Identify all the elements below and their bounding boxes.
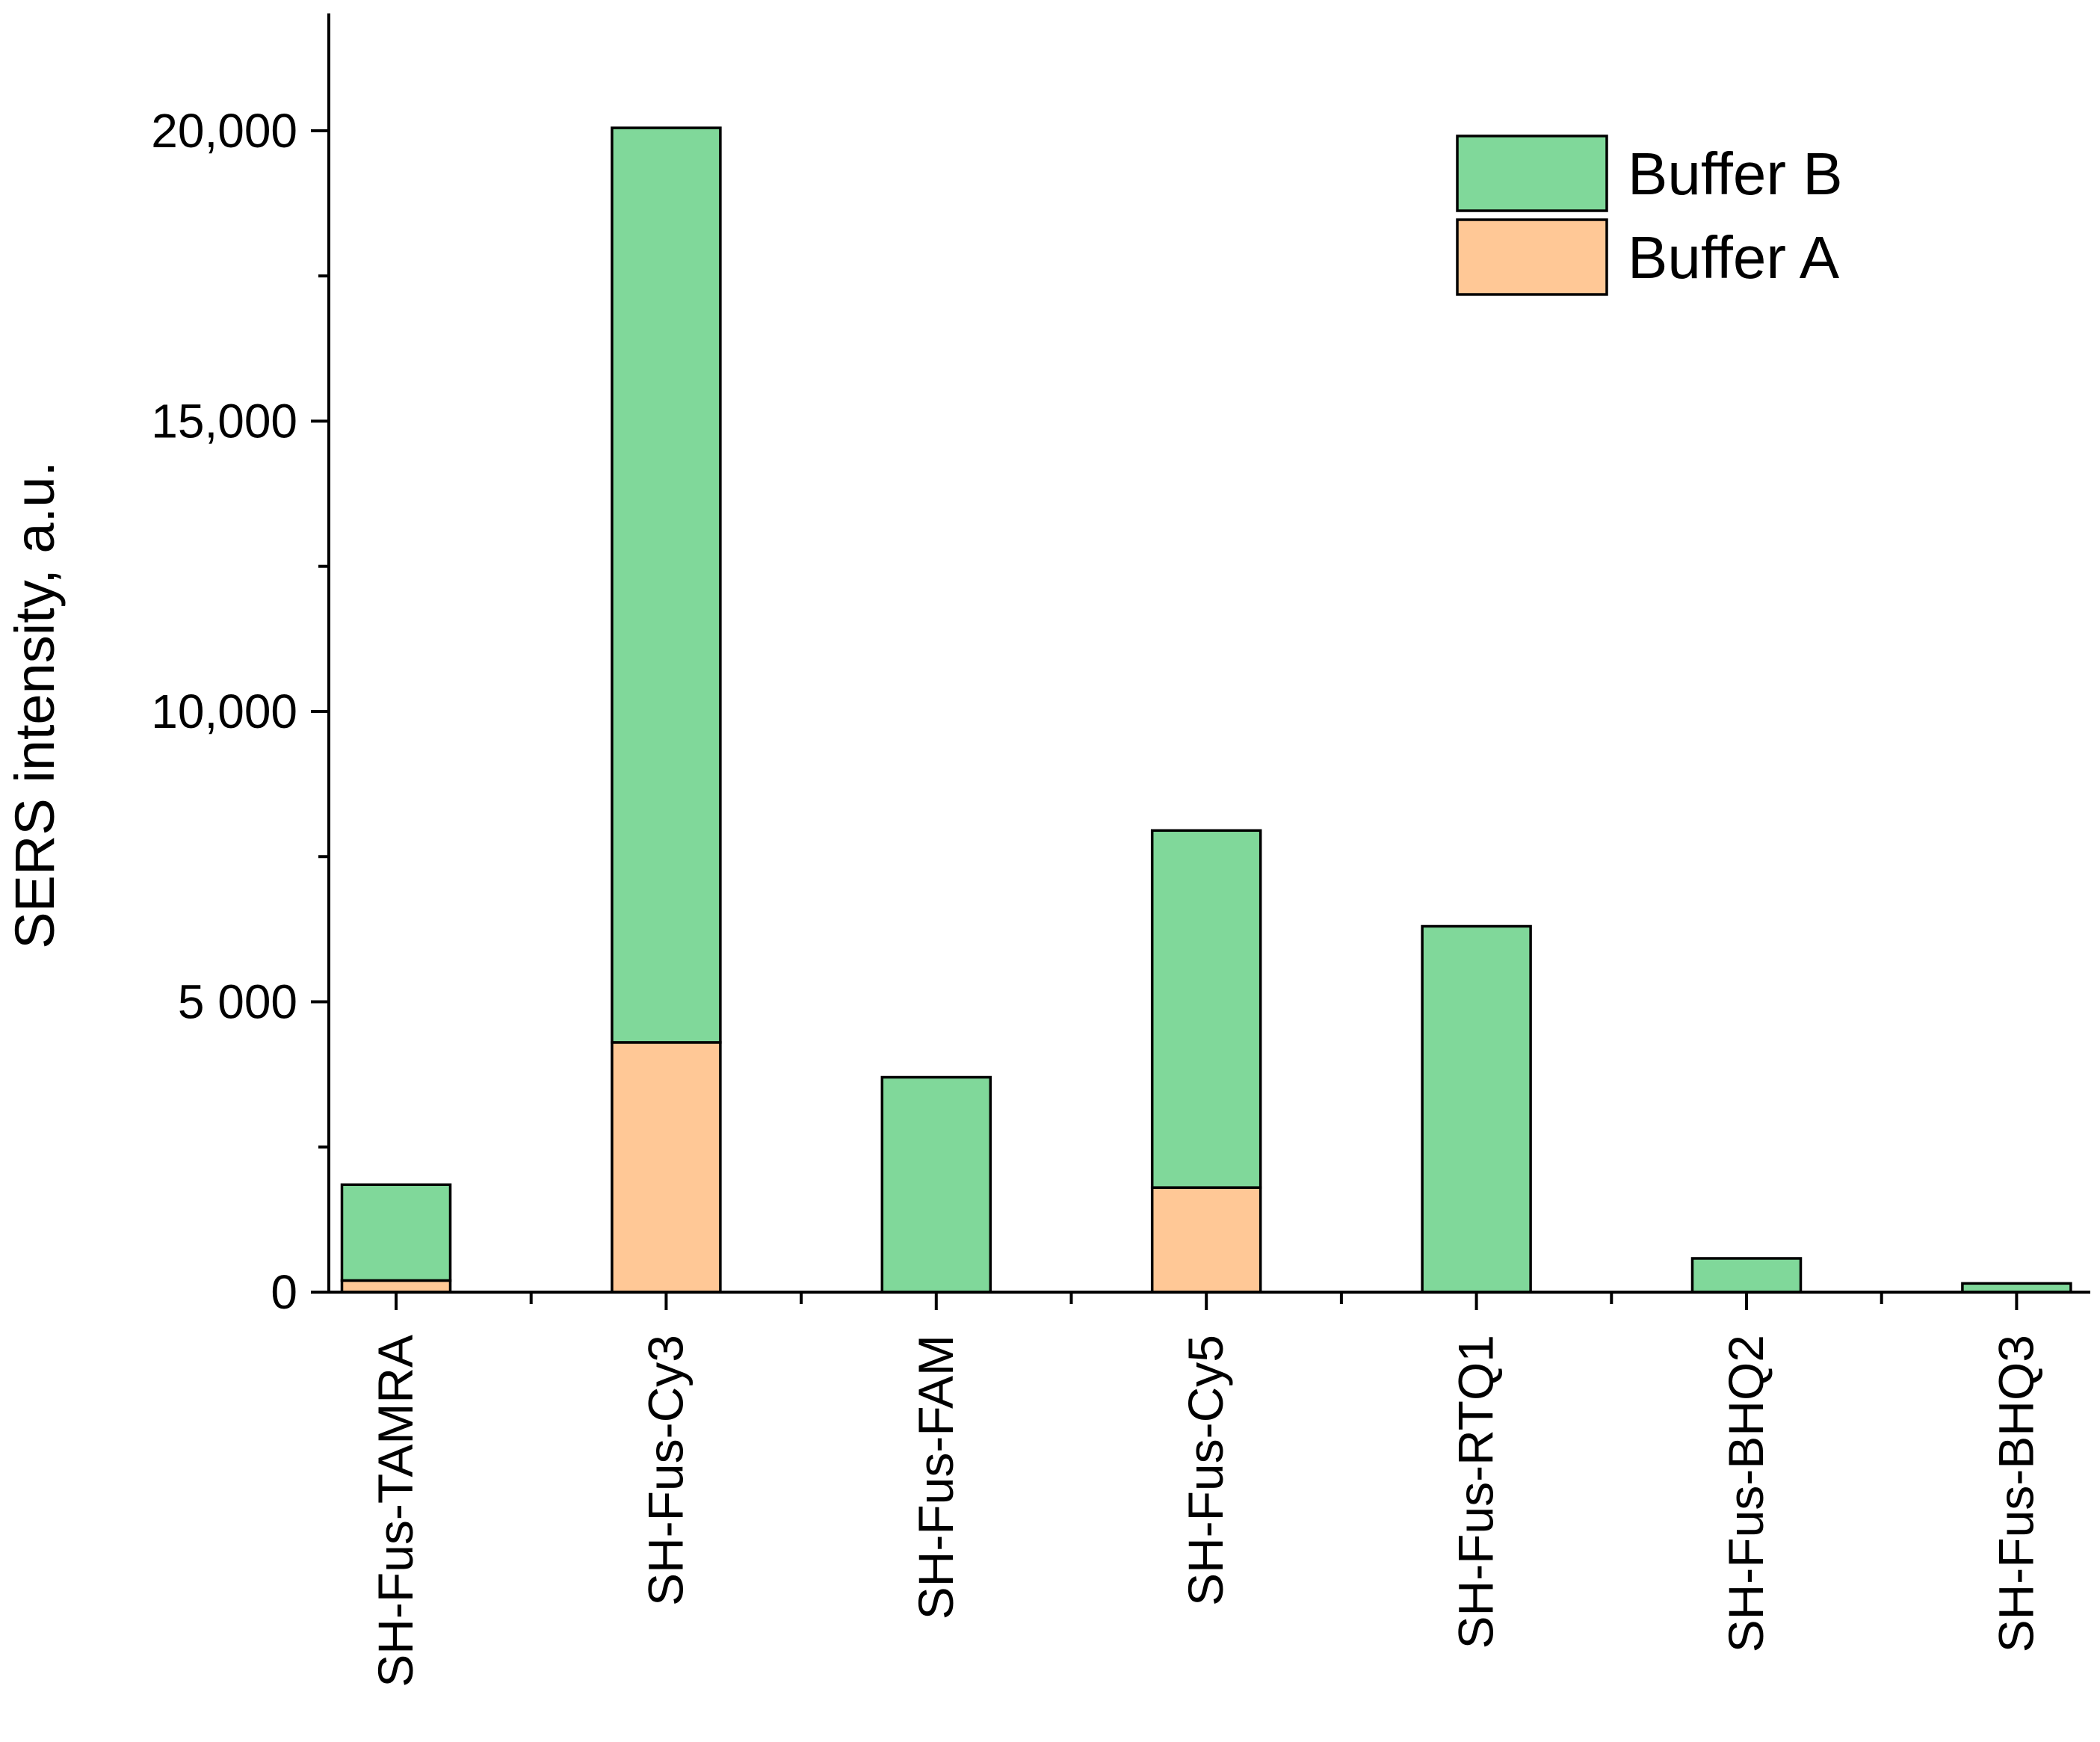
y-tick-label: 10,000 [151, 685, 297, 738]
legend-label: Buffer B [1628, 140, 1843, 207]
axes-layer [311, 13, 2090, 1310]
legend-label: Buffer A [1628, 224, 1840, 291]
x-tick-label: SH-Fus-TAMRA [368, 1335, 423, 1687]
labels-layer: SH-Fus-TAMRA SH-Fus-Cy3 SH-Fus-FAM SH-Fus-C… [151, 104, 2043, 1687]
legend-swatch [1456, 135, 1608, 212]
y-tick-label: 5 000 [178, 975, 297, 1029]
bar-buffer-a-sh-fus-cy3 [611, 1041, 722, 1294]
y-tick-label: 0 [271, 1265, 297, 1319]
bar-buffer-b-sh-fus-rtq1 [1421, 924, 1532, 1294]
x-tick-label: SH-Fus-Cy3 [637, 1335, 693, 1606]
bar-buffer-a-sh-fus-cy5 [1150, 1186, 1262, 1294]
bar-buffer-b-sh-fus-cy5 [1150, 829, 1262, 1189]
bar-buffer-b-sh-fus-tamra [340, 1183, 452, 1282]
x-tick-label: SH-Fus-BHQ2 [1718, 1335, 1773, 1652]
legend: Buffer B Buffer A [1456, 135, 1843, 296]
x-tick-label: SH-Fus-BHQ3 [1988, 1335, 2043, 1652]
x-tick-label: SH-Fus-RTQ1 [1448, 1335, 1504, 1649]
bar-buffer-b-sh-fus-bhq2 [1690, 1257, 1803, 1294]
x-tick-label: SH-Fus-Cy5 [1178, 1335, 1233, 1606]
bars-layer [340, 126, 2072, 1294]
bar-buffer-b-sh-fus-cy3 [611, 126, 722, 1044]
x-tick-label: SH-Fus-FAM [908, 1335, 963, 1619]
y-tick-label: 15,000 [151, 395, 297, 448]
bar-buffer-a-sh-fus-tamra [340, 1279, 452, 1294]
bar-buffer-b-sh-fus-fam [880, 1075, 992, 1294]
y-axis-title: SERS intensity, a.u. [4, 461, 66, 949]
y-tick-label: 20,000 [151, 104, 297, 158]
legend-swatch [1456, 218, 1608, 296]
